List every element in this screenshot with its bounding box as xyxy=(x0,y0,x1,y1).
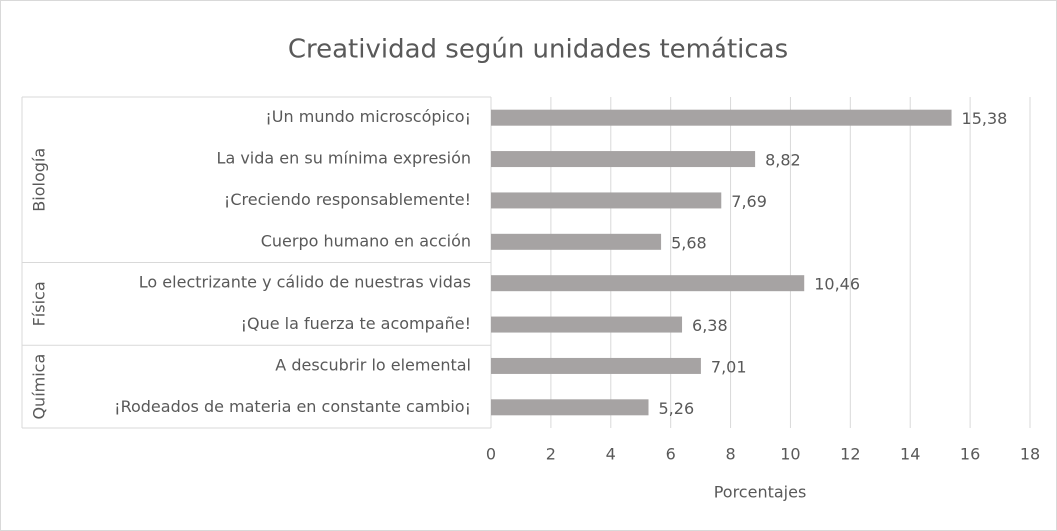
x-tick-label: 18 xyxy=(1020,445,1040,464)
bar xyxy=(491,357,701,374)
x-tick-label: 10 xyxy=(780,445,800,464)
x-tick-label: 12 xyxy=(840,445,860,464)
bar xyxy=(491,399,649,416)
bar xyxy=(491,275,805,292)
bar xyxy=(491,109,952,126)
group-label: Química xyxy=(30,354,49,420)
x-tick-label: 6 xyxy=(666,445,676,464)
y-tick-label: A descubrir lo elemental xyxy=(275,355,471,374)
x-tick-label: 2 xyxy=(546,445,556,464)
y-tick-label: ¡Rodeados de materia en constante cambio… xyxy=(114,397,471,416)
data-label: 10,46 xyxy=(814,275,860,294)
y-tick-label: ¡Que la fuerza te acompañe! xyxy=(241,314,471,333)
data-label: 15,38 xyxy=(962,109,1008,128)
group-label: Biología xyxy=(30,148,49,212)
y-tick-label: ¡Creciendo responsablemente! xyxy=(224,190,471,209)
x-tick-label: 8 xyxy=(725,445,735,464)
data-label: 5,26 xyxy=(659,399,695,418)
x-axis-title: Porcentajes xyxy=(714,483,807,502)
data-label: 5,68 xyxy=(671,233,707,252)
data-label: 7,01 xyxy=(711,357,747,376)
bar xyxy=(491,233,662,250)
y-tick-label: La vida en su mínima expresión xyxy=(217,149,471,168)
bar xyxy=(491,151,756,168)
y-tick-label: Lo electrizante y cálido de nuestras vid… xyxy=(139,273,471,292)
x-tick-label: 14 xyxy=(900,445,920,464)
bar xyxy=(491,192,722,209)
chart-title: Creatividad según unidades temáticas xyxy=(288,35,788,65)
bar xyxy=(491,316,683,333)
data-label: 6,38 xyxy=(692,316,728,335)
y-tick-label: ¡Un mundo microscópico¡ xyxy=(265,107,471,126)
x-tick-label: 4 xyxy=(606,445,616,464)
x-tick-label: 16 xyxy=(960,445,980,464)
data-label: 8,82 xyxy=(765,151,801,170)
data-label: 7,69 xyxy=(731,192,767,211)
y-tick-label: Cuerpo humano en acción xyxy=(261,231,471,250)
group-label: Física xyxy=(30,281,49,326)
x-tick-label: 0 xyxy=(486,445,496,464)
